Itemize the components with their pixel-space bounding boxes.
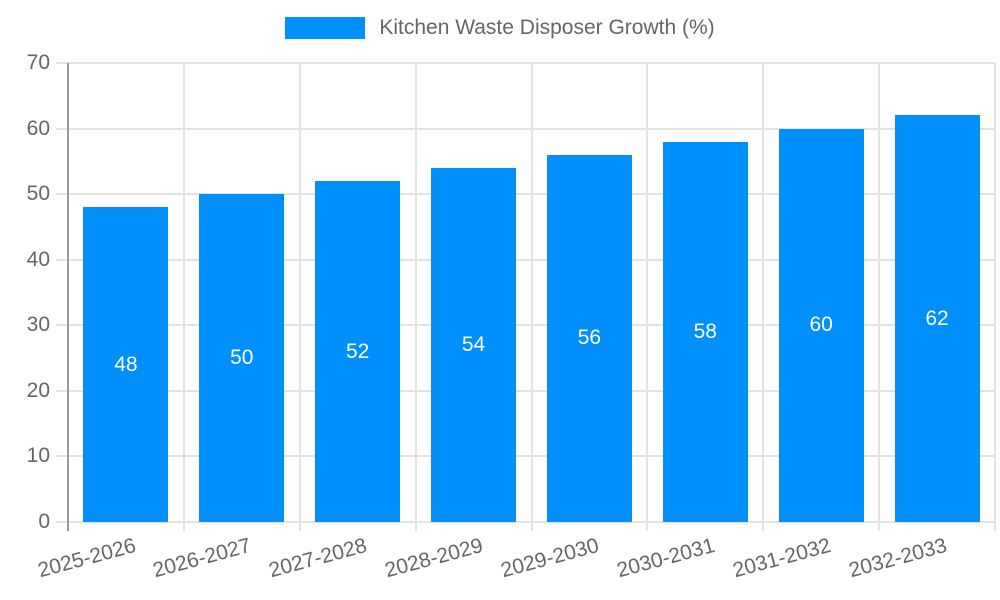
v-gridline (646, 63, 649, 531)
y-tick-label: 50 (26, 182, 50, 206)
v-gridline (878, 63, 881, 531)
x-tick-label: 2027-2028 (266, 534, 370, 583)
h-gridline (56, 193, 995, 196)
x-tick-label: 2026-2027 (150, 534, 254, 583)
bar[interactable]: 62 (894, 115, 980, 522)
bar[interactable]: 50 (199, 194, 285, 522)
bar[interactable]: 54 (431, 167, 517, 522)
bar-value-label: 54 (461, 332, 486, 356)
v-gridline (298, 63, 301, 531)
y-tick-label: 20 (26, 378, 50, 402)
h-gridline (56, 258, 995, 261)
y-tick-label: 10 (26, 444, 50, 468)
legend-swatch (285, 17, 366, 39)
y-axis-line (67, 63, 69, 531)
y-tick-label: 30 (26, 313, 50, 337)
legend-item[interactable]: Kitchen Waste Disposer Growth (%) (285, 16, 715, 40)
x-tick-label: 2030-2031 (614, 534, 718, 583)
bar[interactable]: 56 (546, 154, 632, 522)
bar-value-label: 62 (925, 306, 949, 330)
h-gridline (56, 62, 995, 64)
bar-value-label: 52 (346, 339, 370, 363)
bar-value-label: 58 (693, 319, 717, 343)
bar[interactable]: 52 (315, 181, 401, 522)
h-gridline (56, 324, 995, 327)
v-gridline (994, 63, 996, 531)
y-tick-label: 70 (26, 51, 50, 74)
x-tick-label: 2025-2026 (34, 534, 138, 583)
v-gridline (762, 63, 765, 531)
legend-label: Kitchen Waste Disposer Growth (%) (379, 16, 715, 39)
bar[interactable]: 60 (778, 128, 864, 522)
bar-value-label: 60 (809, 313, 833, 337)
h-gridline (56, 455, 995, 458)
v-gridline (530, 63, 533, 531)
bar[interactable]: 48 (83, 207, 169, 522)
x-tick-label: 2029-2030 (498, 534, 602, 583)
bar[interactable]: 58 (662, 141, 748, 522)
h-gridline (56, 521, 995, 523)
y-tick-label: 40 (26, 247, 50, 271)
y-tick-label: 60 (26, 116, 50, 140)
h-gridline (56, 389, 995, 392)
v-gridline (182, 63, 185, 531)
v-gridline (414, 63, 417, 531)
h-gridline (56, 127, 995, 130)
bar-value-label: 50 (230, 346, 254, 370)
y-tick-label: 0 (38, 510, 50, 533)
legend: Kitchen Waste Disposer Growth (%) (0, 16, 1000, 40)
x-tick-label: 2032-2033 (846, 534, 950, 583)
bar-value-label: 56 (577, 326, 602, 350)
x-tick-label: 2028-2029 (382, 534, 486, 583)
bar-value-label: 48 (114, 352, 138, 376)
x-tick-label: 2031-2032 (730, 534, 834, 583)
